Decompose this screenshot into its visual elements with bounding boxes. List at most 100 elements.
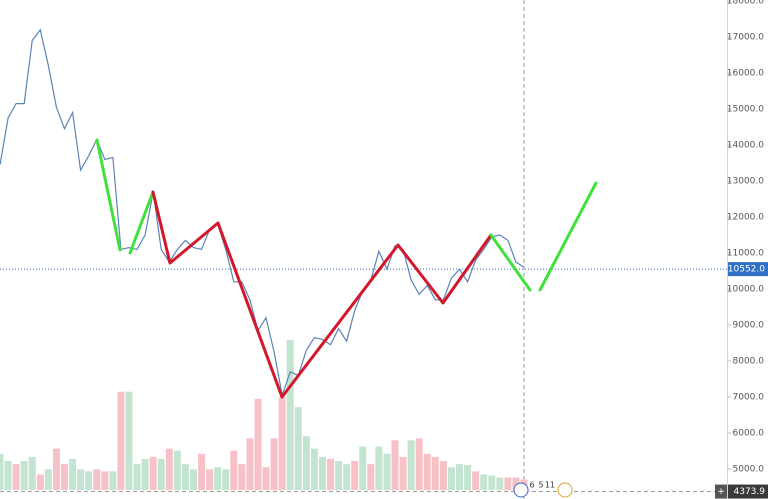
zigzag-red: [151, 190, 493, 399]
y-tick-label: 11000.0: [727, 249, 764, 259]
volume-bar: [391, 440, 399, 490]
volume-bar: [117, 391, 125, 490]
volume-bar: [141, 458, 149, 490]
event-flag: [513, 482, 529, 498]
volume-bar: [85, 471, 93, 490]
volume-bar: [399, 456, 407, 490]
volume-bar: [310, 448, 318, 490]
y-tick-label: 5000.0: [733, 465, 765, 475]
crosshair-price-label: 4373.9: [734, 487, 766, 497]
volume-bar: [93, 469, 101, 490]
volume-bar: [254, 398, 262, 490]
volume-bar: [439, 461, 447, 490]
volume-bar: [262, 467, 270, 490]
volume-bar: [189, 469, 197, 490]
volume-bar: [28, 456, 36, 490]
volume-bar: [504, 477, 512, 490]
current-price-label: 10552.0: [728, 265, 765, 275]
volume-bar: [431, 456, 439, 490]
volume-bar: [318, 456, 326, 490]
volume-bar: [60, 464, 68, 490]
drawings: [95, 138, 598, 399]
volume-bar: [198, 453, 206, 490]
volume-bar: [173, 450, 181, 490]
y-tick-label: 10000.0: [727, 285, 764, 295]
y-tick-label: 8000.0: [733, 357, 765, 367]
volume-bar: [125, 391, 133, 490]
volume-bar: [327, 458, 335, 490]
volume-bar: [359, 446, 367, 490]
volume-bar: [375, 446, 383, 490]
volume-bar: [133, 464, 141, 490]
volume-bar: [101, 471, 109, 490]
volume-bar: [488, 475, 496, 490]
y-tick-label: 18000.0: [727, 0, 764, 7]
volume-bar: [181, 464, 189, 490]
volume-bar: [12, 464, 20, 490]
volume-bar: [0, 453, 4, 490]
volume-bar: [222, 469, 230, 490]
volume-bar: [238, 464, 246, 490]
y-tick-label: 12000.0: [727, 213, 764, 223]
volume-bar: [351, 461, 359, 490]
volume-bar: [278, 396, 286, 490]
volume-bar: [496, 477, 504, 490]
crosshair-button: [715, 484, 727, 499]
zigzag-up: [538, 181, 598, 292]
price-axis: 18000.0 17000.0 16000.0 15000.0 14000.0 13000…: [715, 0, 768, 499]
event-label: 5: [538, 481, 543, 490]
volume-bar: [214, 467, 222, 490]
price-pane: 6 5 11: [0, 0, 727, 499]
volume-bar: [447, 467, 455, 490]
volume-bar: [415, 438, 423, 490]
y-tick-label: 16000.0: [727, 69, 764, 79]
volume-bar: [109, 471, 117, 490]
volume-bar: [367, 464, 375, 490]
volume-bar: [52, 448, 60, 490]
current-price-box: [728, 262, 768, 277]
y-tick-label: 9000.0: [733, 321, 765, 331]
zigzag-up: [95, 138, 122, 252]
volume-bar: [383, 453, 391, 490]
zigzag-up: [128, 190, 155, 255]
volume-bar: [302, 436, 310, 490]
price-line: [0, 28, 525, 398]
volume-bar: [36, 474, 44, 490]
volume-bar: [230, 450, 238, 490]
volume-bar: [246, 438, 254, 490]
volume-bar: [343, 464, 351, 490]
volume-bar: [456, 464, 464, 490]
y-tick-label: 6000.0: [733, 429, 765, 439]
y-tick-label: 7000.0: [733, 393, 765, 403]
volume-bar: [335, 461, 343, 490]
volume-bar: [165, 448, 173, 490]
volume-bar: [270, 438, 278, 490]
event-label: 11: [545, 481, 555, 490]
volume-bar: [480, 474, 488, 490]
event-label: 6: [529, 481, 534, 490]
volume-bar: [407, 440, 415, 490]
volume-bar: [472, 471, 480, 490]
y-tick-label: 14000.0: [727, 141, 764, 151]
crosshair-price-box: [728, 484, 768, 499]
volume-bar: [286, 340, 294, 490]
volume-pane: [0, 340, 528, 490]
event-flag: [557, 482, 573, 498]
volume-bar: [149, 456, 157, 490]
y-tick-label: 15000.0: [727, 105, 764, 115]
y-tick-label: 17000.0: [727, 33, 764, 43]
volume-bar: [423, 453, 431, 490]
volume-bar: [4, 461, 12, 490]
volume-bar: [464, 465, 472, 490]
volume-bar: [294, 407, 302, 490]
y-tick-label: 13000.0: [727, 177, 764, 187]
zigzag-up: [489, 233, 532, 292]
volume-bar: [20, 461, 28, 490]
volume-bar: [206, 469, 214, 490]
volume-bar: [44, 469, 52, 490]
volume-bar: [69, 458, 77, 490]
crosshair-button-label: +: [717, 487, 725, 497]
volume-bar: [77, 469, 85, 490]
volume-bar: [512, 477, 520, 490]
